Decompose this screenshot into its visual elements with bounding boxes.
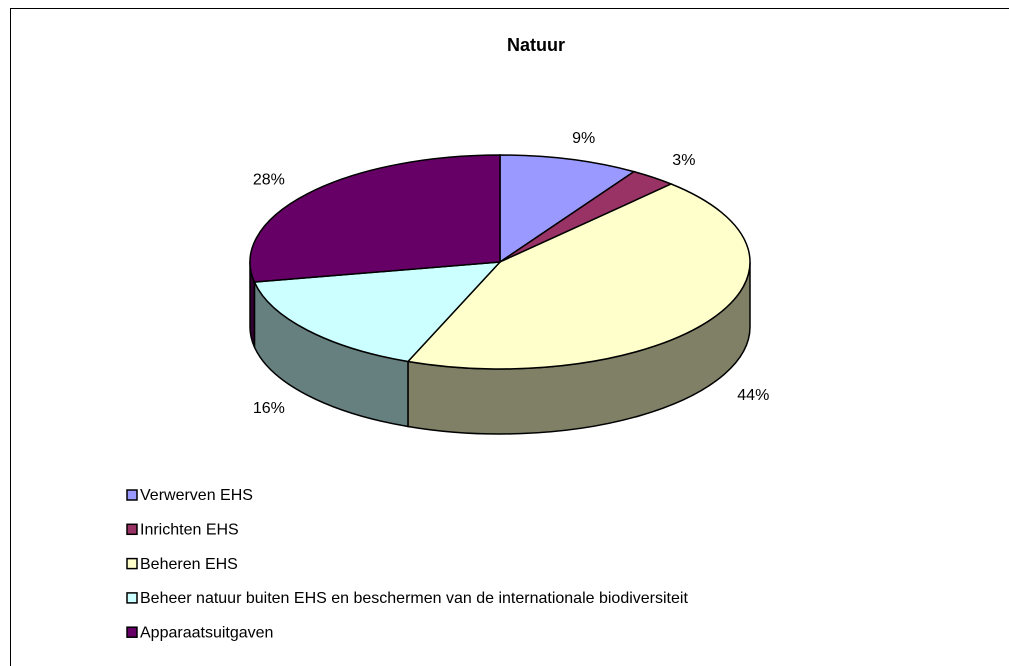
data-label: 3% [672, 152, 695, 169]
data-label: 28% [253, 171, 285, 188]
legend-swatch [126, 523, 138, 536]
pie-slice [406, 183, 751, 370]
data-label: 9% [572, 130, 595, 147]
data-label: 16% [253, 400, 285, 417]
legend-label: Apparaatsuitgaven [140, 624, 273, 641]
legend-label: Beheren EHS [140, 556, 238, 573]
legend-swatch [126, 557, 138, 570]
legend-label: Beheer natuur buiten EHS en beschermen v… [140, 590, 688, 607]
pie-slice [499, 154, 636, 264]
legend-swatch [126, 489, 138, 501]
pie-slice [249, 154, 501, 283]
legend-swatch [126, 626, 138, 638]
legend-swatch [126, 592, 138, 604]
chart-title: Natuur [507, 35, 565, 55]
legend-label: Verwerven EHS [140, 487, 253, 504]
legend-label: Inrichten EHS [140, 522, 239, 539]
pie-slice [253, 261, 502, 363]
data-label: 44% [737, 387, 769, 404]
